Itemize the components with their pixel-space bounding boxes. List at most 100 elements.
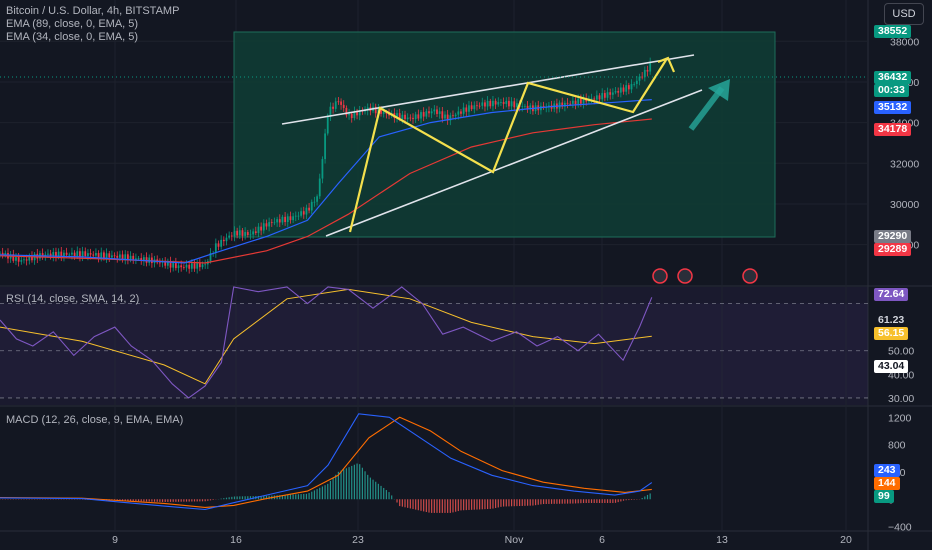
candle-body	[420, 112, 422, 119]
candle-body	[457, 111, 460, 115]
macd-histogram-bar	[524, 499, 526, 506]
macd-histogram-bar	[281, 495, 284, 500]
candle-body	[201, 264, 204, 268]
candle-body	[310, 201, 313, 211]
candle-body	[502, 101, 505, 104]
candle-body	[278, 219, 281, 223]
macd-histogram-bar	[300, 494, 302, 500]
candle-body	[73, 252, 76, 257]
macd-histogram-bar	[532, 499, 534, 506]
macd-histogram-bar	[487, 499, 489, 510]
candle-body	[622, 87, 625, 92]
macd-histogram-bar	[399, 499, 401, 507]
macd-histogram-bar	[545, 499, 547, 504]
candle-body	[638, 76, 641, 81]
macd-histogram-bar	[377, 483, 379, 500]
macd-histogram-bar	[644, 496, 646, 500]
price-tag: 34178	[874, 123, 912, 136]
candle-body	[209, 253, 212, 262]
candle-body	[41, 253, 44, 256]
rsi-legend[interactable]: RSI (14, close, SMA, 14, 2)	[6, 293, 140, 305]
macd-histogram-bar	[500, 499, 502, 507]
event-flag-icon	[742, 268, 758, 284]
macd-tick-label: −400	[888, 522, 912, 534]
macd-histogram-bar	[609, 499, 611, 504]
x-tick-label: 6	[599, 534, 605, 546]
macd-histogram-bar	[193, 499, 196, 502]
macd-histogram-bar	[236, 496, 238, 500]
rsi-ma-line	[0, 288, 652, 385]
macd-histogram-bar	[129, 499, 132, 502]
candle-body	[289, 216, 292, 221]
macd-histogram-bar	[345, 468, 347, 500]
macd-histogram-bar	[367, 474, 369, 500]
macd-histogram-bar	[212, 499, 214, 500]
macd-histogram-bar	[335, 474, 337, 500]
macd-histogram-bar	[161, 499, 164, 502]
macd-histogram-bar	[561, 499, 563, 504]
macd-histogram-bar	[518, 499, 521, 507]
candle-body	[276, 219, 279, 223]
candle-body	[244, 232, 247, 236]
macd-histogram-bar	[257, 495, 260, 500]
macd-histogram-bar	[279, 495, 281, 500]
rsi-pane[interactable]	[0, 286, 868, 399]
symbol-legend[interactable]: Bitcoin / U.S. Dollar, 4h, BITSTAMP	[6, 5, 180, 17]
candle-body	[609, 92, 612, 95]
candle-body	[84, 251, 87, 257]
candle-body	[484, 102, 486, 107]
candle-body	[571, 100, 574, 104]
macd-histogram-bar	[580, 499, 582, 504]
macd-histogram-bar	[553, 499, 555, 504]
macd-histogram-bar	[550, 499, 553, 504]
macd-tick-label: 800	[888, 440, 906, 452]
price-tag: 35132	[874, 101, 912, 114]
candle-body	[468, 105, 470, 112]
candle-body	[412, 117, 414, 120]
candle-body	[500, 101, 502, 103]
macd-histogram-bar	[332, 477, 334, 500]
price-pane[interactable]	[0, 31, 868, 284]
ema89-legend[interactable]: EMA (89, close, 0, EMA, 5)	[6, 18, 139, 30]
zigzag-arrowhead	[657, 56, 676, 73]
macd-histogram-bar	[241, 496, 244, 500]
currency-button[interactable]: USD	[884, 3, 924, 25]
candle-body	[606, 92, 609, 98]
candle-body	[89, 253, 92, 255]
x-tick-label: 16	[230, 534, 242, 546]
macd-histogram-bar	[375, 481, 377, 500]
macd-histogram-bar	[534, 499, 537, 506]
candle-body	[326, 116, 329, 134]
macd-histogram-bar	[327, 483, 329, 500]
macd-legend[interactable]: MACD (12, 26, close, 9, EMA, EMA)	[6, 414, 184, 426]
candle-body	[611, 92, 614, 95]
macd-histogram-bar	[329, 480, 332, 500]
candle-body	[0, 252, 1, 254]
macd-histogram-bar	[463, 499, 465, 511]
macd-histogram-bar	[220, 498, 222, 500]
macd-histogram-bar	[628, 499, 630, 501]
candle-body	[337, 101, 340, 103]
macd-histogram-bar	[630, 499, 633, 500]
macd-histogram-bar	[359, 464, 361, 500]
event-flag-icon	[652, 268, 668, 284]
macd-histogram-bar	[516, 499, 518, 507]
candle-body	[12, 254, 15, 261]
ema34-legend[interactable]: EMA (34, close, 0, EMA, 5)	[6, 31, 139, 43]
candle-body	[342, 104, 345, 108]
macd-histogram-bar	[420, 499, 422, 511]
macd-histogram-bar	[412, 499, 414, 510]
candle-body	[649, 61, 652, 72]
macd-histogram-bar	[292, 494, 294, 500]
macd-histogram-bar	[620, 499, 622, 502]
macd-histogram-bar	[566, 499, 569, 504]
macd-histogram-bar	[511, 499, 513, 507]
macd-pane[interactable]	[0, 413, 653, 513]
candle-body	[300, 211, 302, 216]
macd-histogram-bar	[537, 499, 539, 505]
candle-body	[142, 257, 145, 262]
candle-body	[95, 253, 97, 256]
macd-signal-line	[0, 416, 652, 508]
candle-body	[230, 235, 233, 237]
